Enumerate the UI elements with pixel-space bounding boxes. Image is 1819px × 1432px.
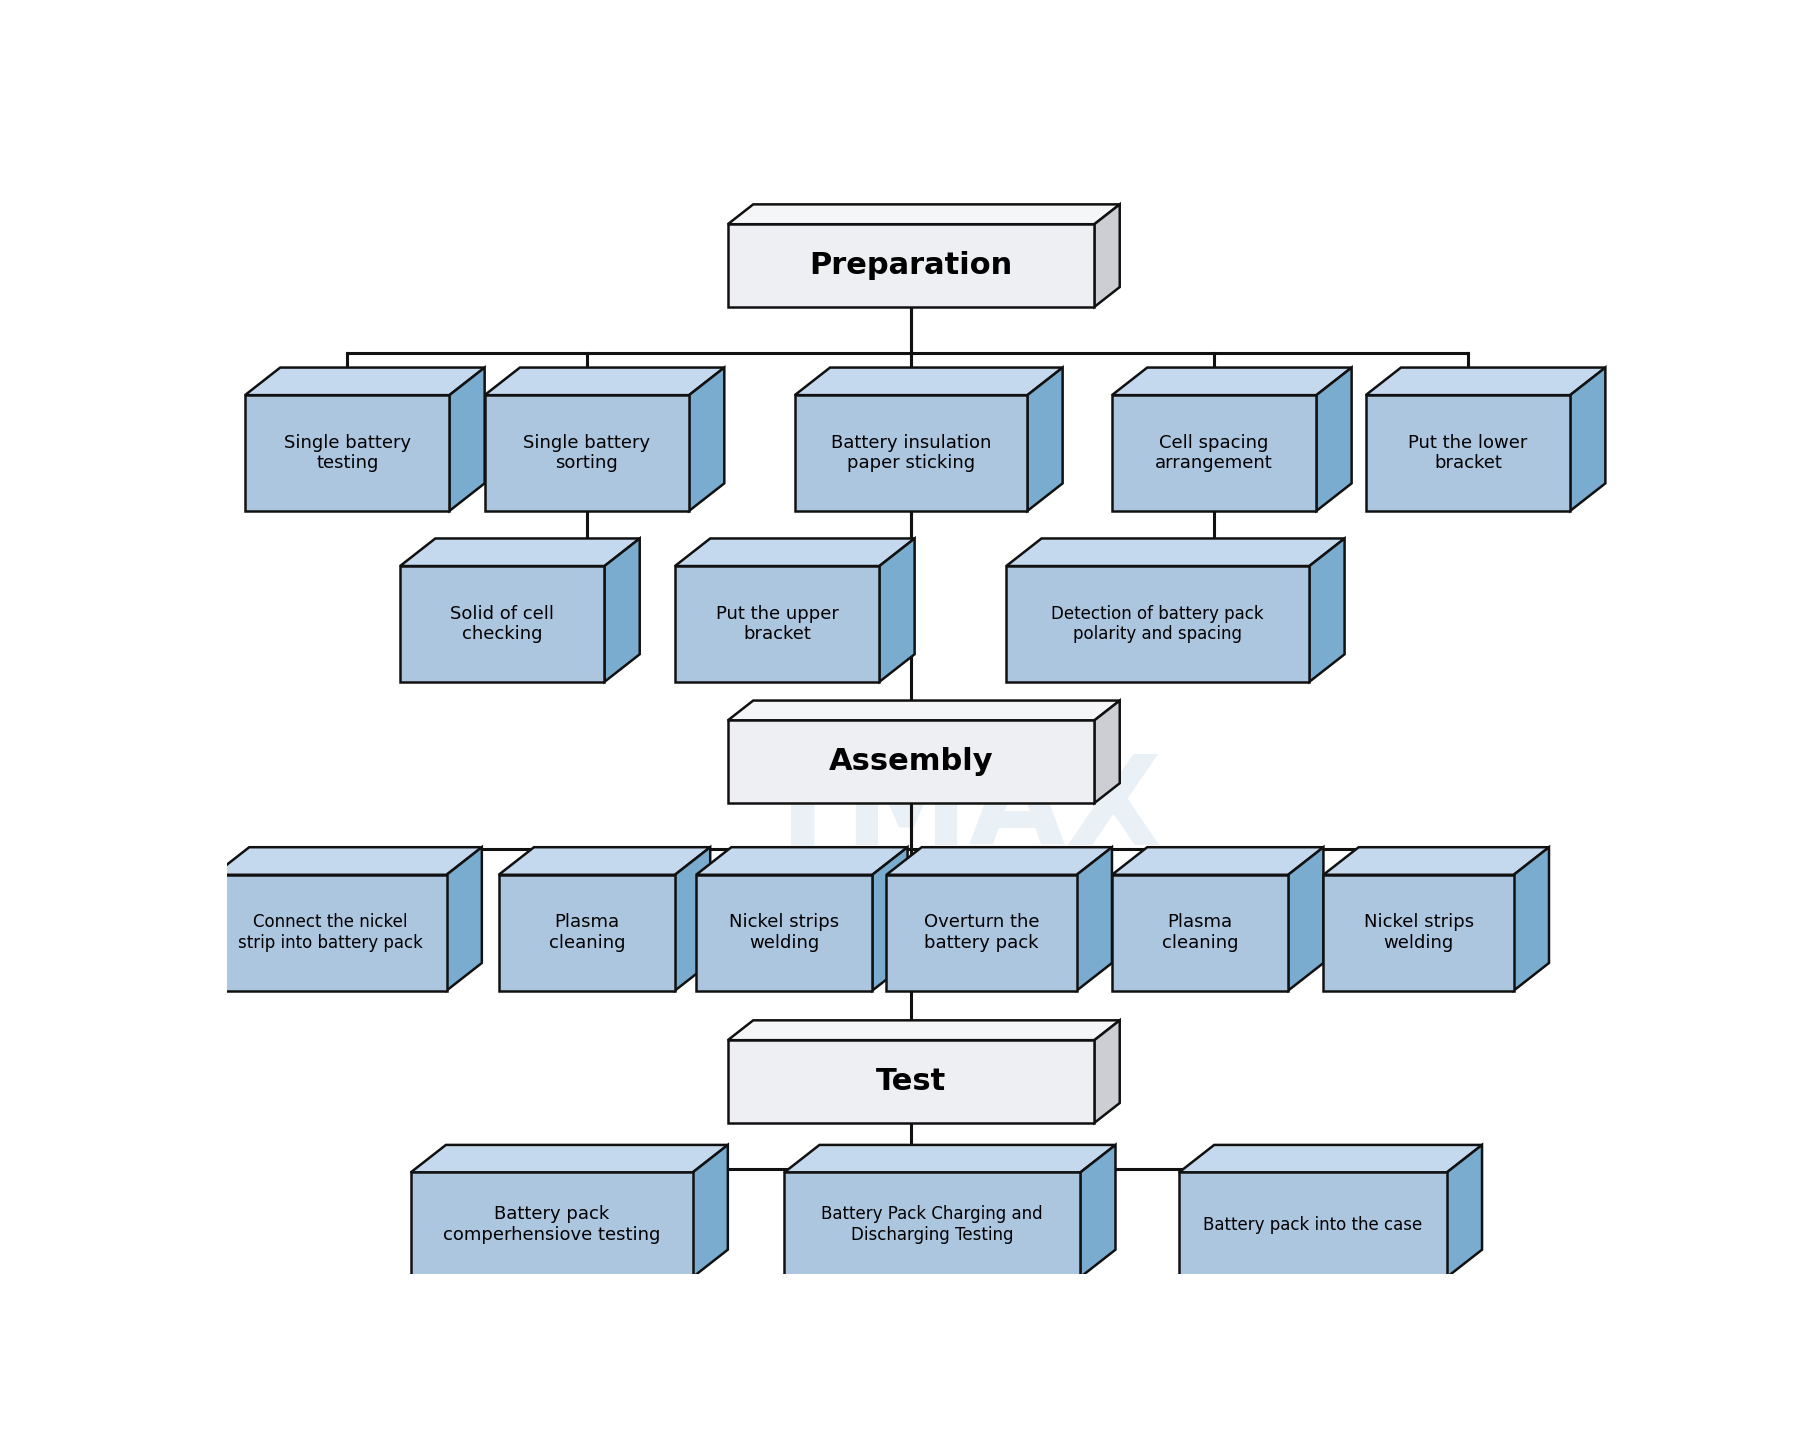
Text: Overturn the
battery pack: Overturn the battery pack <box>924 914 1039 952</box>
Polygon shape <box>1366 368 1606 395</box>
Polygon shape <box>246 395 449 511</box>
Polygon shape <box>1288 848 1324 991</box>
Polygon shape <box>1310 538 1344 682</box>
Text: Battery pack
comperhensiove testing: Battery pack comperhensiove testing <box>442 1206 660 1244</box>
Polygon shape <box>879 538 915 682</box>
Polygon shape <box>1006 538 1344 566</box>
Polygon shape <box>1317 368 1352 511</box>
Polygon shape <box>784 1146 1115 1173</box>
Text: Plasma
cleaning: Plasma cleaning <box>549 914 626 952</box>
Polygon shape <box>1111 368 1352 395</box>
Polygon shape <box>873 848 908 991</box>
Polygon shape <box>1366 395 1570 511</box>
Polygon shape <box>1111 395 1317 511</box>
Polygon shape <box>795 368 1062 395</box>
Text: Connect the nickel
strip into battery pack: Connect the nickel strip into battery pa… <box>238 914 422 952</box>
Polygon shape <box>886 875 1077 991</box>
Polygon shape <box>411 1146 728 1173</box>
Polygon shape <box>1080 1146 1115 1277</box>
Text: Put the upper
bracket: Put the upper bracket <box>715 604 839 643</box>
Text: Battery Pack Charging and
Discharging Testing: Battery Pack Charging and Discharging Te… <box>822 1206 1042 1244</box>
Polygon shape <box>1446 1146 1482 1277</box>
Polygon shape <box>728 225 1095 306</box>
Polygon shape <box>1095 1021 1121 1123</box>
Polygon shape <box>449 368 484 511</box>
Text: Detection of battery pack
polarity and spacing: Detection of battery pack polarity and s… <box>1051 604 1264 643</box>
Text: Nickel strips
welding: Nickel strips welding <box>1364 914 1473 952</box>
Polygon shape <box>1028 368 1062 511</box>
Polygon shape <box>1111 848 1324 875</box>
Polygon shape <box>728 1040 1095 1123</box>
Polygon shape <box>498 875 675 991</box>
Polygon shape <box>498 848 709 875</box>
Polygon shape <box>1095 205 1121 306</box>
Polygon shape <box>1077 848 1111 991</box>
Polygon shape <box>1095 700 1121 803</box>
Text: Put the lower
bracket: Put the lower bracket <box>1408 434 1528 473</box>
Polygon shape <box>1570 368 1606 511</box>
Polygon shape <box>675 566 879 682</box>
Polygon shape <box>1324 875 1513 991</box>
Text: Assembly: Assembly <box>829 748 993 776</box>
Text: Single battery
sorting: Single battery sorting <box>524 434 651 473</box>
Polygon shape <box>693 1146 728 1277</box>
Polygon shape <box>795 395 1028 511</box>
Polygon shape <box>728 720 1095 803</box>
Text: Cell spacing
arrangement: Cell spacing arrangement <box>1155 434 1273 473</box>
Text: Single battery
testing: Single battery testing <box>284 434 411 473</box>
Polygon shape <box>689 368 724 511</box>
Polygon shape <box>697 848 908 875</box>
Polygon shape <box>215 875 447 991</box>
Polygon shape <box>400 538 640 566</box>
Text: EQUIPMENTS: EQUIPMENTS <box>948 868 1255 909</box>
Polygon shape <box>246 368 484 395</box>
Polygon shape <box>484 395 689 511</box>
Polygon shape <box>728 1021 1121 1040</box>
Polygon shape <box>784 1173 1080 1277</box>
Polygon shape <box>728 205 1121 225</box>
Polygon shape <box>1179 1146 1482 1173</box>
Polygon shape <box>604 538 640 682</box>
Polygon shape <box>484 368 724 395</box>
Polygon shape <box>675 848 709 991</box>
Polygon shape <box>1179 1173 1446 1277</box>
Text: Preparation: Preparation <box>809 251 1013 281</box>
Polygon shape <box>215 848 482 875</box>
Polygon shape <box>400 566 604 682</box>
Polygon shape <box>1513 848 1550 991</box>
Polygon shape <box>1111 875 1288 991</box>
Text: Battery insulation
paper sticking: Battery insulation paper sticking <box>831 434 991 473</box>
Polygon shape <box>1006 566 1310 682</box>
Polygon shape <box>411 1173 693 1277</box>
Text: TMAX: TMAX <box>759 750 1162 872</box>
Text: Solid of cell
checking: Solid of cell checking <box>451 604 555 643</box>
Text: Test: Test <box>877 1067 946 1095</box>
Polygon shape <box>728 700 1121 720</box>
Polygon shape <box>675 538 915 566</box>
Polygon shape <box>1324 848 1550 875</box>
Text: Nickel strips
welding: Nickel strips welding <box>729 914 839 952</box>
Text: Plasma
cleaning: Plasma cleaning <box>1162 914 1239 952</box>
Polygon shape <box>886 848 1111 875</box>
Polygon shape <box>447 848 482 991</box>
Polygon shape <box>697 875 873 991</box>
Text: Battery pack into the case: Battery pack into the case <box>1202 1216 1422 1234</box>
